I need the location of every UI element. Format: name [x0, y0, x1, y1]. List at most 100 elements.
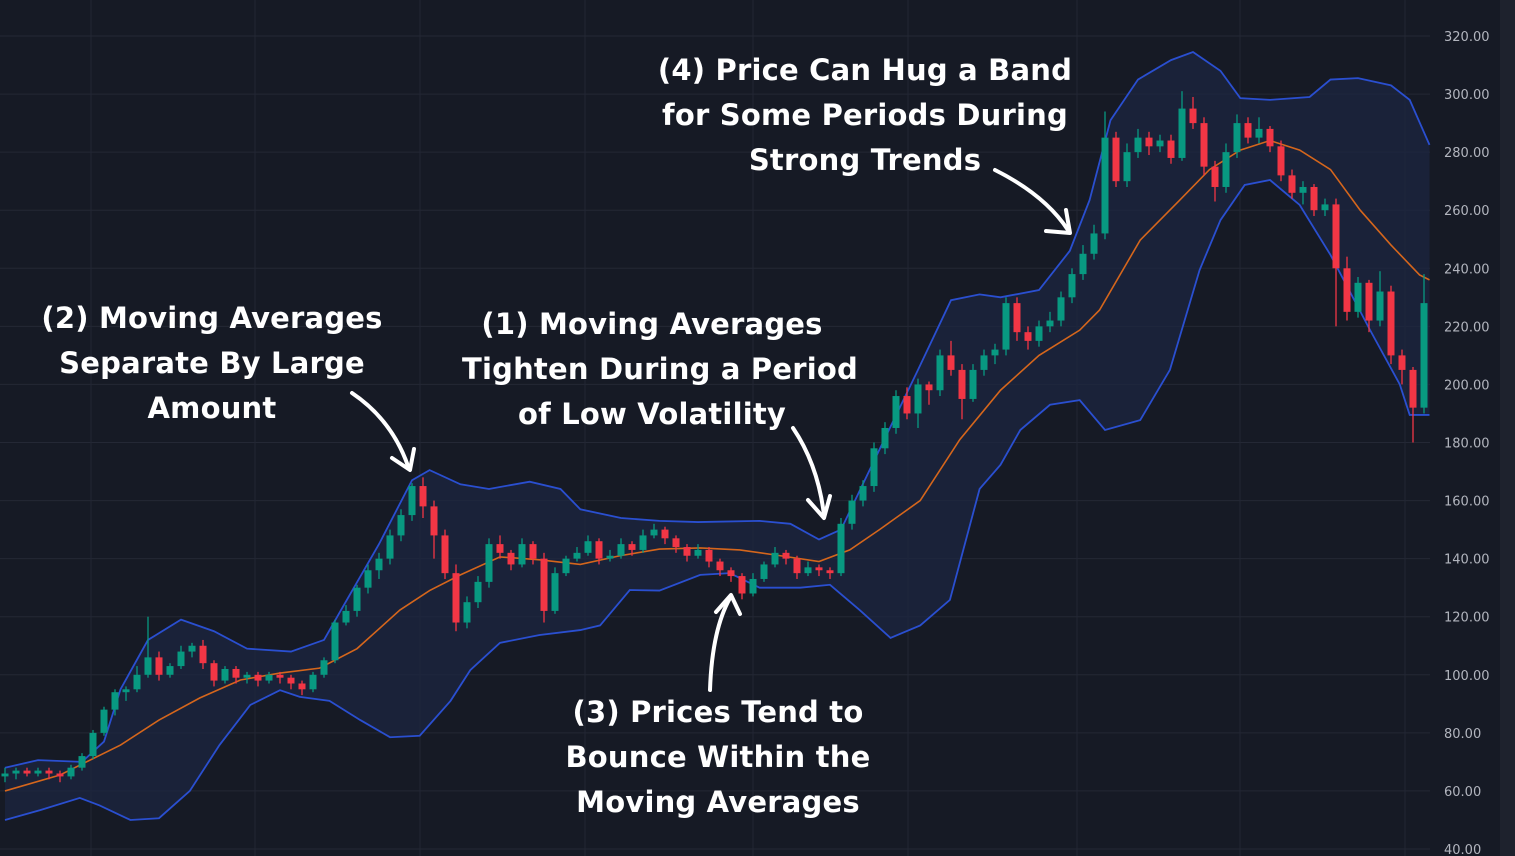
candle: [1090, 224, 1098, 260]
candle: [474, 576, 482, 609]
candle-body: [584, 541, 592, 553]
candle-body: [199, 645, 207, 664]
candle: [375, 552, 383, 579]
y-tick-label: 100.00: [1444, 669, 1490, 684]
candle: [1332, 198, 1340, 327]
candle: [1398, 349, 1406, 385]
candle: [386, 529, 394, 565]
annotation-1-line: (1) Moving Averages: [481, 307, 823, 341]
candle-body: [969, 369, 977, 399]
candle-body: [441, 535, 449, 574]
candle-body: [111, 692, 119, 710]
candle: [188, 642, 196, 658]
price-axis: 320.00 300.00 280.00 260.00 240.00 220.00 200.…: [1444, 30, 1490, 856]
candle-body: [1244, 123, 1252, 138]
candle: [298, 680, 306, 696]
candle-body: [1200, 123, 1208, 167]
candle: [23, 767, 31, 777]
y-tick-label: 120.00: [1444, 611, 1490, 626]
candle: [1343, 256, 1351, 321]
candle: [331, 619, 339, 664]
candle-body: [1123, 152, 1131, 182]
candle: [1, 767, 9, 783]
candle: [518, 538, 526, 568]
candle-body: [474, 581, 482, 603]
candle: [1156, 134, 1164, 153]
candle-body: [496, 544, 504, 553]
candle: [1255, 117, 1263, 144]
candle-body: [298, 683, 306, 690]
candle-body: [1046, 320, 1054, 327]
candle-body: [881, 427, 889, 449]
candle-body: [540, 558, 548, 611]
candle: [848, 494, 856, 530]
candle-body: [1420, 303, 1428, 408]
candle: [1046, 311, 1054, 333]
candle-body: [1233, 123, 1241, 153]
upper-band-line: [4, 50, 1431, 769]
candle: [529, 541, 537, 565]
candle-body: [760, 564, 768, 579]
candle: [617, 538, 625, 559]
candle-body: [793, 558, 801, 574]
candle-body: [661, 529, 669, 539]
candle: [1024, 326, 1032, 350]
candle: [881, 422, 889, 455]
candle: [1189, 96, 1197, 129]
candle: [551, 567, 559, 614]
candle: [1002, 297, 1010, 356]
annotation-2: (2) Moving Averages Separate By Large Am…: [32, 296, 392, 431]
candle-body: [1079, 253, 1087, 275]
candle-body: [694, 549, 702, 556]
candle: [914, 378, 922, 428]
candle: [1079, 245, 1087, 280]
y-tick-label: 260.00: [1444, 204, 1490, 219]
candle: [133, 666, 141, 693]
candle: [969, 364, 977, 402]
candle-body: [1387, 291, 1395, 356]
candle-body: [859, 486, 867, 501]
candle: [1354, 276, 1362, 318]
candle: [595, 538, 603, 565]
candle-body: [1112, 137, 1120, 182]
candle-body: [122, 689, 130, 693]
candle-body: [210, 663, 218, 681]
candle-body: [342, 610, 350, 623]
candle-body: [221, 668, 229, 681]
candle-body: [804, 567, 812, 574]
candle: [364, 564, 372, 594]
candle-body: [177, 651, 185, 667]
candle-body: [925, 384, 933, 391]
candle-body: [1068, 274, 1076, 298]
y-tick-label: 240.00: [1444, 262, 1490, 277]
candle-body: [397, 515, 405, 536]
y-tick-label: 160.00: [1444, 495, 1490, 510]
candle: [1134, 128, 1142, 158]
candle: [1200, 117, 1208, 176]
arrow-4: [993, 168, 1072, 235]
candle-body: [848, 500, 856, 524]
candle-body: [45, 770, 53, 774]
candle-body: [1310, 186, 1318, 211]
y-tick-label: 280.00: [1444, 146, 1490, 161]
candle: [155, 651, 163, 681]
candles: [1, 91, 1428, 783]
candle-body: [23, 770, 31, 774]
candle: [1376, 271, 1384, 327]
candle: [56, 770, 64, 783]
candle-body: [1002, 303, 1010, 350]
candle: [727, 567, 735, 582]
candle-body: [738, 576, 746, 594]
candle-body: [782, 552, 790, 559]
annotation-3: (3) Prices Tend to Bounce Within the Mov…: [548, 690, 888, 825]
candle: [716, 558, 724, 577]
candle-body: [716, 561, 724, 571]
candle-body: [1365, 282, 1373, 321]
candle: [1365, 279, 1373, 333]
candle-body: [573, 552, 581, 559]
candle: [771, 547, 779, 568]
candle: [320, 657, 328, 678]
y-tick-label: 60.00: [1444, 785, 1481, 800]
